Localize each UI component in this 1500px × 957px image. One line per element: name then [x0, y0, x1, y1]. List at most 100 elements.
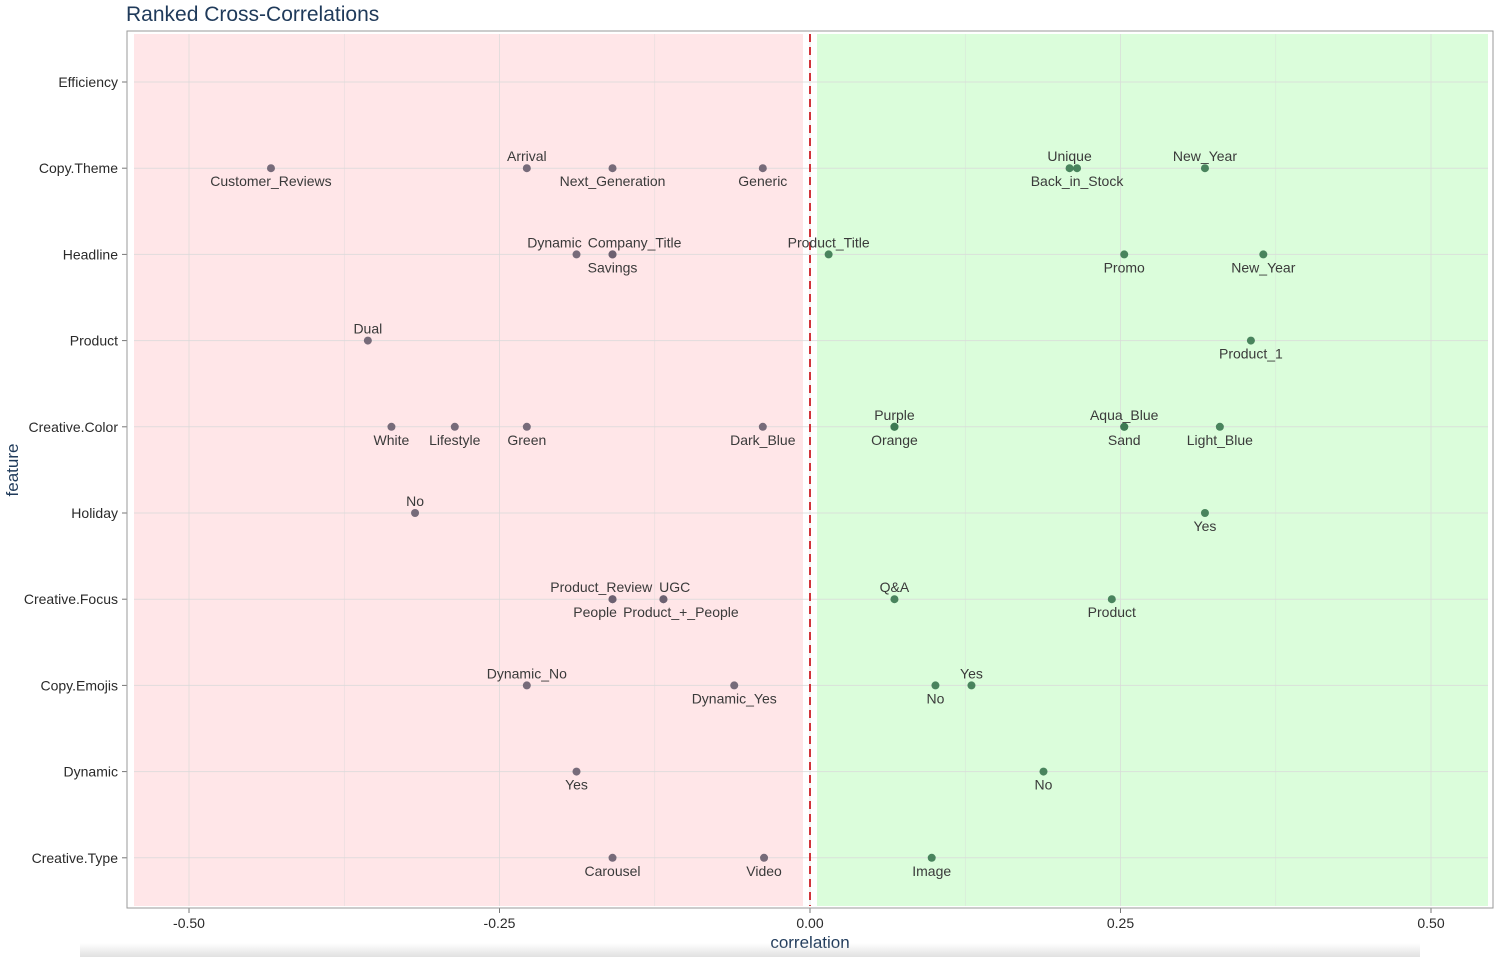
data-point — [450, 422, 459, 431]
y-tick-label: Dynamic — [64, 764, 118, 780]
point-label: Dynamic_Yes — [692, 690, 777, 706]
region-positive — [817, 34, 1488, 906]
y-tick-label: Copy.Theme — [39, 160, 118, 176]
point-label: New_Year — [1173, 148, 1237, 164]
point-label: Product_Title — [788, 234, 870, 250]
data-point — [967, 681, 976, 690]
data-point — [608, 164, 617, 173]
point-label: Generic — [738, 173, 787, 189]
data-point — [890, 595, 899, 604]
data-point — [608, 595, 617, 604]
point-label: Promo — [1104, 259, 1145, 275]
point-label: No — [926, 690, 944, 706]
data-point — [1073, 164, 1082, 173]
point-label: White — [374, 432, 410, 448]
y-tick-label: Creative.Type — [32, 850, 119, 866]
point-label: Dynamic_No — [487, 665, 567, 681]
point-label: Yes — [1194, 518, 1217, 534]
data-points — [266, 164, 1268, 862]
data-point — [363, 336, 372, 345]
point-label: Product — [1088, 604, 1136, 620]
point-label: Next_Generation — [560, 173, 666, 189]
data-point — [608, 250, 617, 259]
point-label: Product_+_People — [623, 604, 739, 620]
point-label: Yes — [960, 665, 983, 681]
y-axis-ticks: Efficiency Copy.Theme Headline Product Creat… — [24, 74, 127, 866]
data-point — [522, 164, 531, 173]
point-label: Back_in_Stock — [1031, 173, 1125, 189]
data-point — [1120, 422, 1129, 431]
data-point — [1039, 767, 1048, 776]
point-label: Arrival — [507, 148, 547, 164]
y-tick-label: Efficiency — [58, 74, 118, 90]
x-axis-label: correlation — [770, 933, 849, 952]
data-point — [890, 422, 899, 431]
point-label: No — [406, 493, 424, 509]
point-labels: Customer_Reviews Arrival Next_Generation Ge… — [210, 148, 1295, 879]
x-tick-label: 0.25 — [1107, 915, 1134, 931]
point-label: Orange — [871, 432, 918, 448]
data-point — [760, 853, 769, 862]
background-regions — [134, 34, 1488, 906]
point-label: Savings — [588, 259, 638, 275]
data-point — [824, 250, 833, 259]
point-label: Customer_Reviews — [210, 173, 331, 189]
data-point — [266, 164, 275, 173]
data-point — [1259, 250, 1268, 259]
data-point — [1200, 509, 1209, 517]
point-label: Dynamic — [527, 234, 581, 250]
point-label: Sand — [1108, 432, 1141, 448]
point-label: UGC — [659, 579, 690, 595]
data-point — [758, 164, 767, 173]
data-point — [572, 250, 581, 259]
y-tick-label: Holiday — [71, 505, 118, 521]
data-point — [608, 853, 617, 862]
y-axis-label: feature — [3, 444, 22, 497]
data-point — [387, 422, 396, 431]
point-label: Product_1 — [1219, 346, 1283, 362]
point-label: Product_Review — [550, 579, 653, 595]
data-point — [1065, 164, 1074, 173]
point-label: Image — [912, 863, 951, 879]
region-negative — [134, 34, 803, 906]
data-point — [1120, 250, 1129, 259]
y-tick-label: Copy.Emojis — [40, 677, 118, 693]
data-point — [931, 681, 940, 690]
point-label: Company_Title — [588, 234, 682, 250]
data-point — [927, 853, 936, 862]
y-tick-label: Creative.Color — [29, 419, 119, 435]
x-tick-label: 0.50 — [1417, 915, 1444, 931]
point-label: Dual — [353, 321, 382, 337]
data-point — [522, 422, 531, 431]
panel-border — [126, 30, 1494, 909]
data-point — [1246, 336, 1255, 345]
data-point — [758, 422, 767, 431]
point-label: Purple — [874, 407, 915, 423]
point-label: Q&A — [880, 579, 910, 595]
point-label: No — [1035, 777, 1053, 793]
data-point — [411, 509, 420, 517]
data-point — [1215, 422, 1224, 431]
chart-title: Ranked Cross-Correlations — [126, 3, 379, 26]
point-label: Aqua_Blue — [1090, 407, 1159, 423]
y-tick-label: Headline — [63, 246, 118, 262]
data-point — [1200, 164, 1209, 173]
y-tick-label: Creative.Focus — [24, 591, 118, 607]
point-label: Green — [507, 432, 546, 448]
x-tick-label: 0.00 — [796, 915, 823, 931]
x-tick-label: -0.50 — [173, 915, 205, 931]
data-point — [1107, 595, 1116, 604]
data-point — [730, 681, 739, 690]
y-tick-label: Product — [70, 333, 118, 349]
point-label: Yes — [565, 777, 588, 793]
data-point — [572, 767, 581, 776]
point-label: Unique — [1047, 148, 1092, 164]
point-label: Carousel — [585, 863, 641, 879]
point-label: New_Year — [1231, 259, 1295, 275]
point-label: Dark_Blue — [730, 432, 796, 448]
point-label: Light_Blue — [1187, 432, 1253, 448]
data-point — [659, 595, 668, 604]
x-axis-ticks: -0.50 -0.25 0.00 0.25 0.50 — [173, 908, 1445, 931]
point-label: Video — [746, 863, 782, 879]
